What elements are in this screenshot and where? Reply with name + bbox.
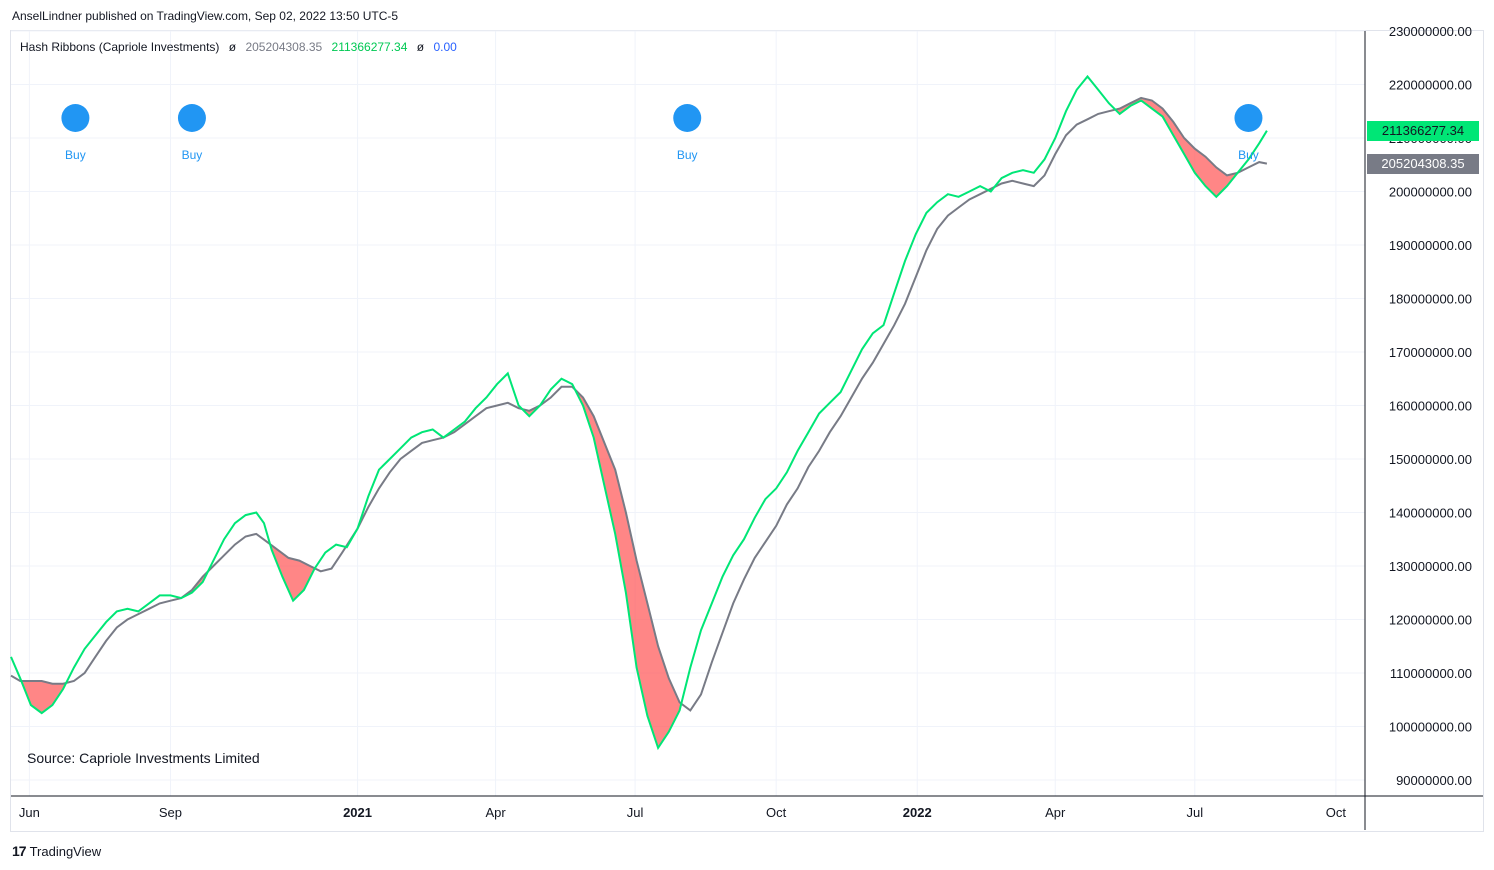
capitulation-area	[270, 544, 315, 601]
y-tick-label: 230000000.00	[1389, 24, 1472, 39]
legend-separator: ø	[416, 40, 425, 54]
y-tick-label: 160000000.00	[1389, 398, 1472, 413]
y-tick-label: 140000000.00	[1389, 505, 1472, 520]
x-tick-label: Oct	[1326, 805, 1347, 820]
tradingview-brand: TradingView	[29, 843, 102, 859]
buy-signal-label: Buy	[182, 148, 203, 162]
x-tick-label: Oct	[766, 805, 787, 820]
buy-signal-dot	[61, 104, 90, 132]
x-tick-label: Jul	[627, 805, 644, 820]
y-tick-label: 100000000.00	[1389, 719, 1472, 734]
buy-signal-dot	[177, 104, 206, 132]
price-tag-slow: 205204308.35	[1367, 153, 1479, 174]
x-tick-label: 2021	[343, 805, 372, 820]
y-tick-label: 90000000.00	[1396, 773, 1472, 788]
buy-signal-dot	[1234, 104, 1263, 132]
indicator-legend[interactable]: Hash Ribbons (Capriole Investments) ø 20…	[20, 40, 463, 54]
legend-fast-value: 211366277.34	[331, 40, 408, 54]
y-tick-label: 170000000.00	[1389, 345, 1472, 360]
capitulation-area	[575, 389, 682, 748]
buy-signal-label: Buy	[677, 148, 698, 162]
y-tick-label: 120000000.00	[1389, 612, 1472, 627]
x-tick-label: Jun	[19, 805, 40, 820]
buy-signal-dot	[673, 104, 702, 132]
legend-separator: ø	[228, 40, 237, 54]
capitulation-area	[1116, 97, 1237, 197]
x-tick-label: 2022	[903, 805, 932, 820]
x-tick-label: Apr	[1045, 805, 1066, 820]
price-tag-fast: 211366277.34	[1367, 120, 1479, 141]
y-tick-label: 110000000.00	[1390, 666, 1472, 681]
legend-indicator-name: Hash Ribbons (Capriole Investments)	[20, 40, 220, 54]
y-tick-label: 150000000.00	[1389, 452, 1472, 467]
fast-ma-line	[10, 74, 1268, 751]
buy-signal-label: Buy	[65, 148, 86, 162]
slow-ma-line	[10, 96, 1268, 712]
y-tick-label: 200000000.00	[1389, 184, 1472, 199]
source-note: Source: Capriole Investments Limited	[27, 750, 260, 766]
y-tick-label: 220000000.00	[1389, 77, 1472, 92]
publisher-line: AnselLindner published on TradingView.co…	[12, 9, 399, 23]
tradingview-logo-icon: 17	[12, 843, 27, 859]
x-tick-label: Jul	[1186, 805, 1203, 820]
x-tick-label: Sep	[159, 805, 182, 820]
x-tick-label: Apr	[485, 805, 506, 820]
y-tick-label: 180000000.00	[1389, 291, 1472, 306]
buy-signal-label: Buy	[1238, 148, 1259, 162]
legend-signal-value: 0.00	[433, 40, 457, 54]
tradingview-footer[interactable]: 17 TradingView	[12, 843, 101, 859]
legend-slow-value: 205204308.35	[245, 40, 323, 54]
y-tick-label: 190000000.00	[1389, 238, 1472, 253]
y-tick-label: 130000000.00	[1389, 559, 1472, 574]
